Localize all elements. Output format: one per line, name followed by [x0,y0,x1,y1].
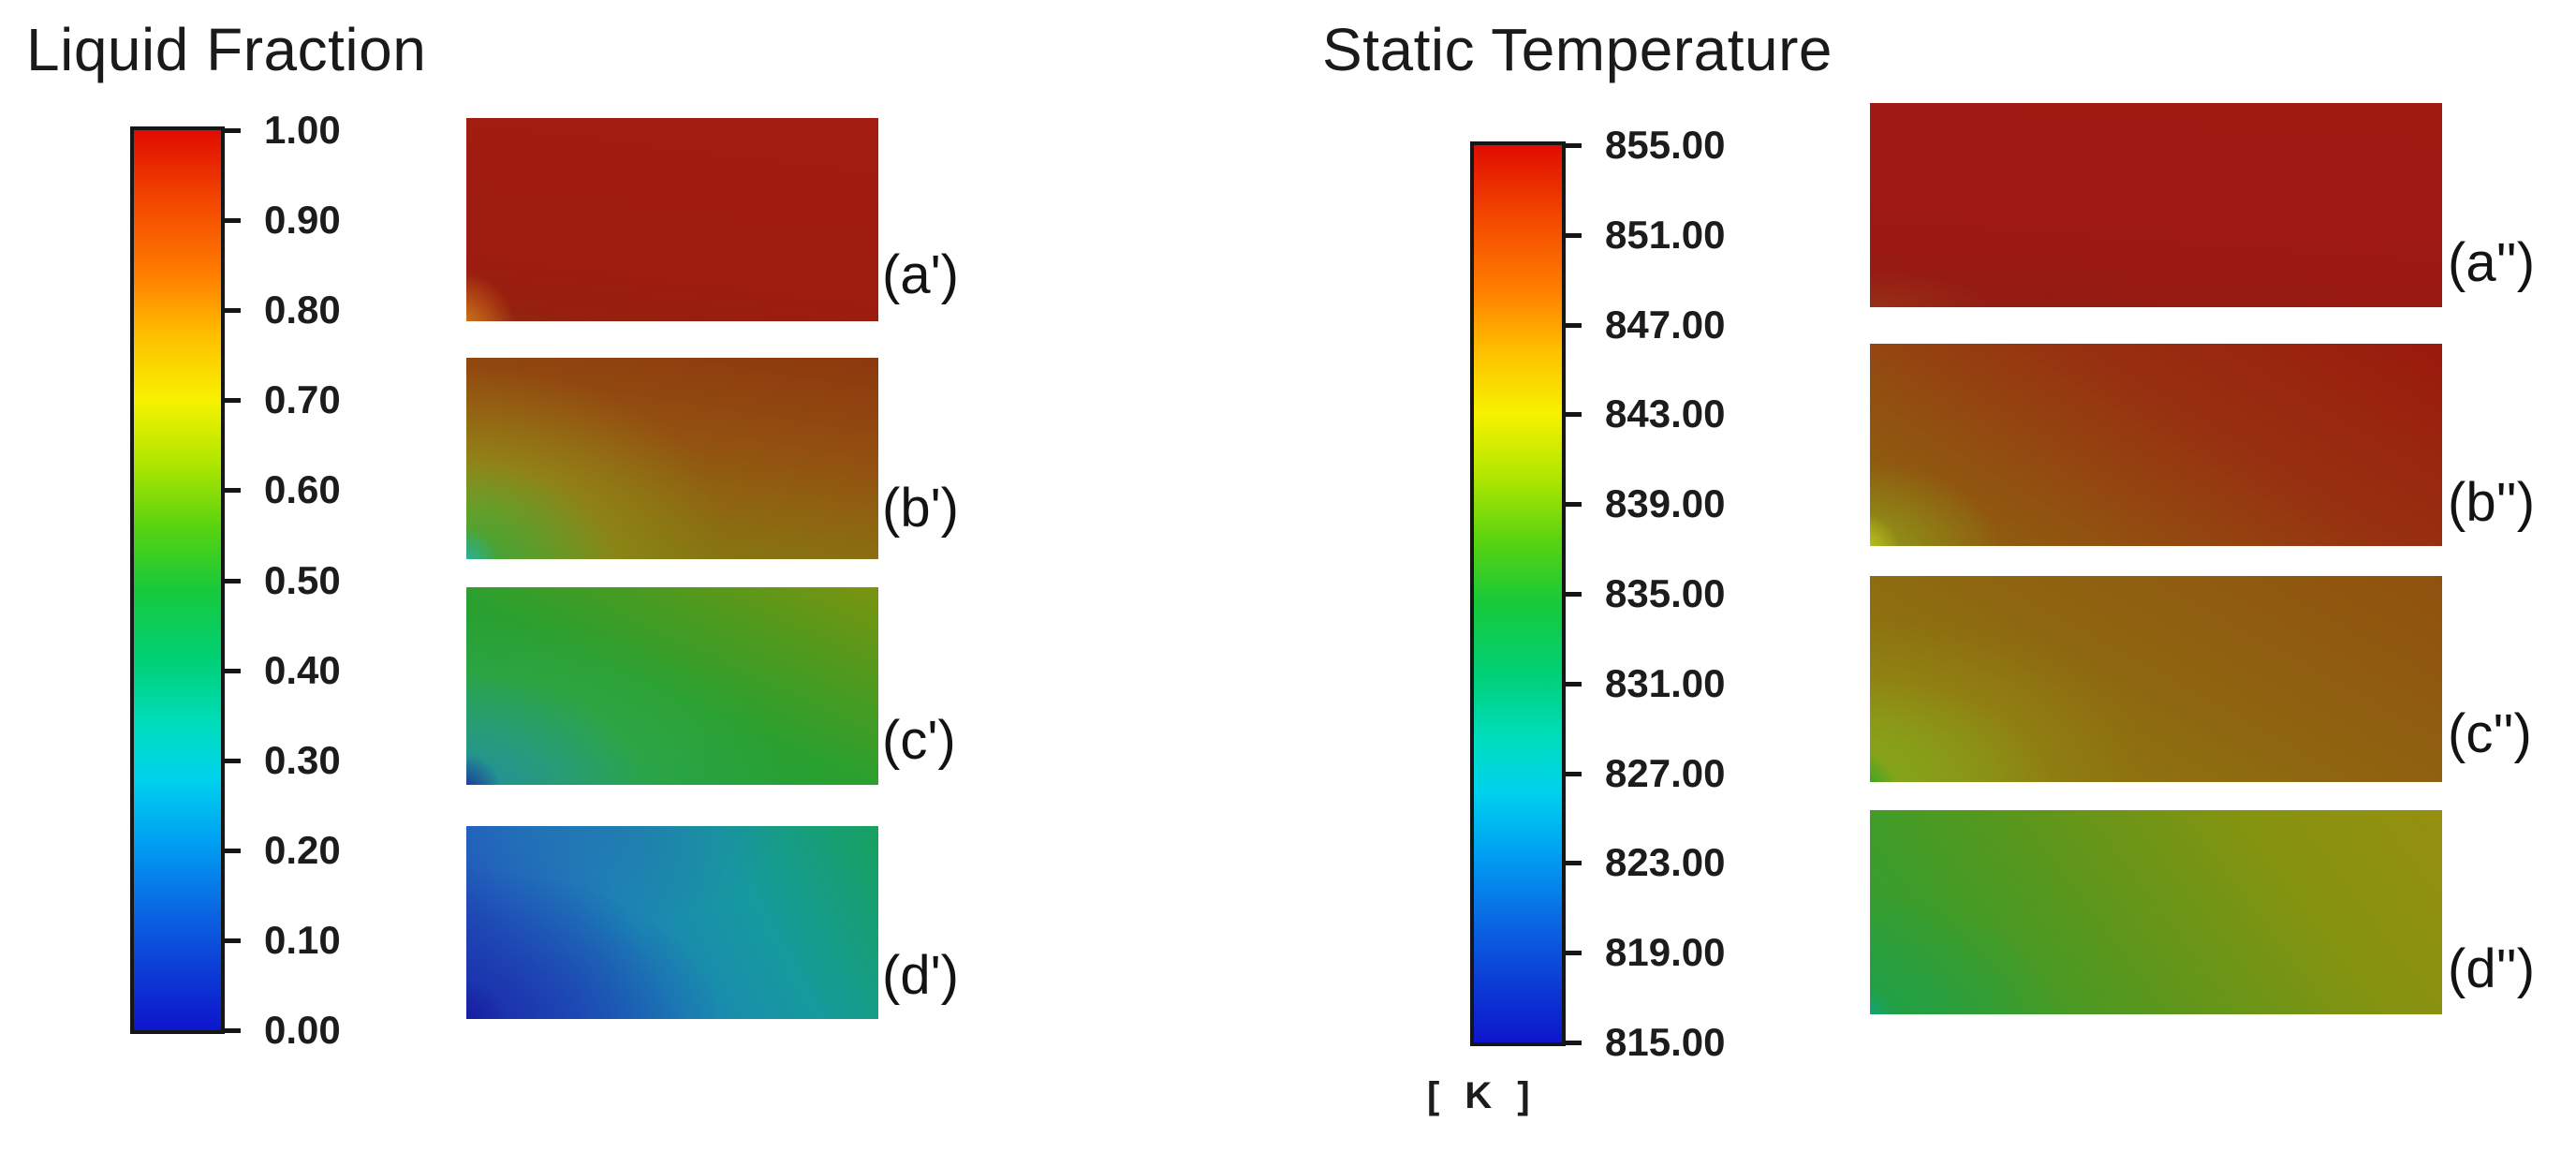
liquid-fraction-colorbar [130,126,225,1034]
colorbar-tick-label: 0.90 [264,198,341,242]
panel-label-d-prime: (d') [882,945,959,1006]
colorbar-tick [225,1028,241,1033]
colorbar-tick [1566,323,1582,328]
colorbar-tick [225,488,241,493]
colorbar-tick-label: 839.00 [1605,481,1726,525]
colorbar-tick-label: 843.00 [1605,391,1726,436]
colorbar-tick-label: 827.00 [1605,751,1726,795]
panel-label-c-prime: (c') [882,710,956,771]
contour-panel-c-prime [466,587,878,785]
colorbar-tick [225,669,241,673]
colorbar-tick [225,849,241,853]
contour-panel-b-prime [466,358,878,559]
colorbar-tick [225,398,241,403]
panel-label-a-double-prime: (a'') [2448,232,2536,293]
colorbar-tick [1566,233,1582,238]
colorbar-tick-label: 1.00 [264,108,341,152]
colorbar-tick [1566,502,1582,507]
colorbar-tick [1566,772,1582,776]
panel-label-b-prime: (b') [882,478,959,539]
contour-panel-a-prime [466,118,878,321]
colorbar-tick-label: 0.80 [264,288,341,332]
colorbar-tick-label: 851.00 [1605,213,1726,257]
colorbar-tick-label: 0.60 [264,467,341,511]
panel-label-a-prime: (a') [882,244,959,305]
contour-panel-b-double-prime [1870,344,2442,546]
colorbar-tick-label: 0.10 [264,918,341,962]
colorbar-tick-label: 855.00 [1605,123,1726,167]
colorbar-tick [1566,143,1582,148]
panel-label-c-double-prime: (c'') [2448,703,2532,764]
colorbar-tick [225,579,241,583]
contour-panel-a-double-prime [1870,103,2442,307]
static-temperature-colorbar [1470,141,1566,1046]
colorbar-tick [225,218,241,223]
colorbar-tick [1566,412,1582,417]
contour-panel-c-double-prime [1870,576,2442,782]
colorbar-tick-label: 0.30 [264,738,341,782]
colorbar-tick [1566,682,1582,687]
colorbar-tick [1566,592,1582,597]
contour-panel-d-double-prime [1870,810,2442,1014]
colorbar-tick-label: 823.00 [1605,840,1726,884]
colorbar-tick [225,938,241,943]
colorbar-tick-label: 815.00 [1605,1020,1726,1064]
colorbar-tick [1566,1041,1582,1045]
colorbar-tick-label: 0.00 [264,1008,341,1052]
colorbar-tick-label: 0.40 [264,648,341,692]
colorbar-tick-label: 835.00 [1605,571,1726,615]
contour-panel-d-prime [466,826,878,1019]
panel-label-b-double-prime: (b'') [2448,472,2536,533]
colorbar-tick-label: 819.00 [1605,930,1726,974]
colorbar-tick-label: 847.00 [1605,303,1726,347]
colorbar-tick-label: 831.00 [1605,661,1726,705]
colorbar-tick-label: 0.70 [264,377,341,421]
colorbar-unit-label: [ K ] [1427,1075,1538,1116]
colorbar-tick-label: 0.50 [264,558,341,602]
liquid-fraction-title: Liquid Fraction [26,16,427,83]
colorbar-tick [225,128,241,133]
colorbar-tick [225,759,241,763]
colorbar-tick [225,308,241,313]
colorbar-tick [1566,861,1582,865]
colorbar-tick [1566,951,1582,955]
static-temperature-title: Static Temperature [1322,16,1833,83]
panel-label-d-double-prime: (d'') [2448,938,2536,999]
colorbar-tick-label: 0.20 [264,828,341,872]
